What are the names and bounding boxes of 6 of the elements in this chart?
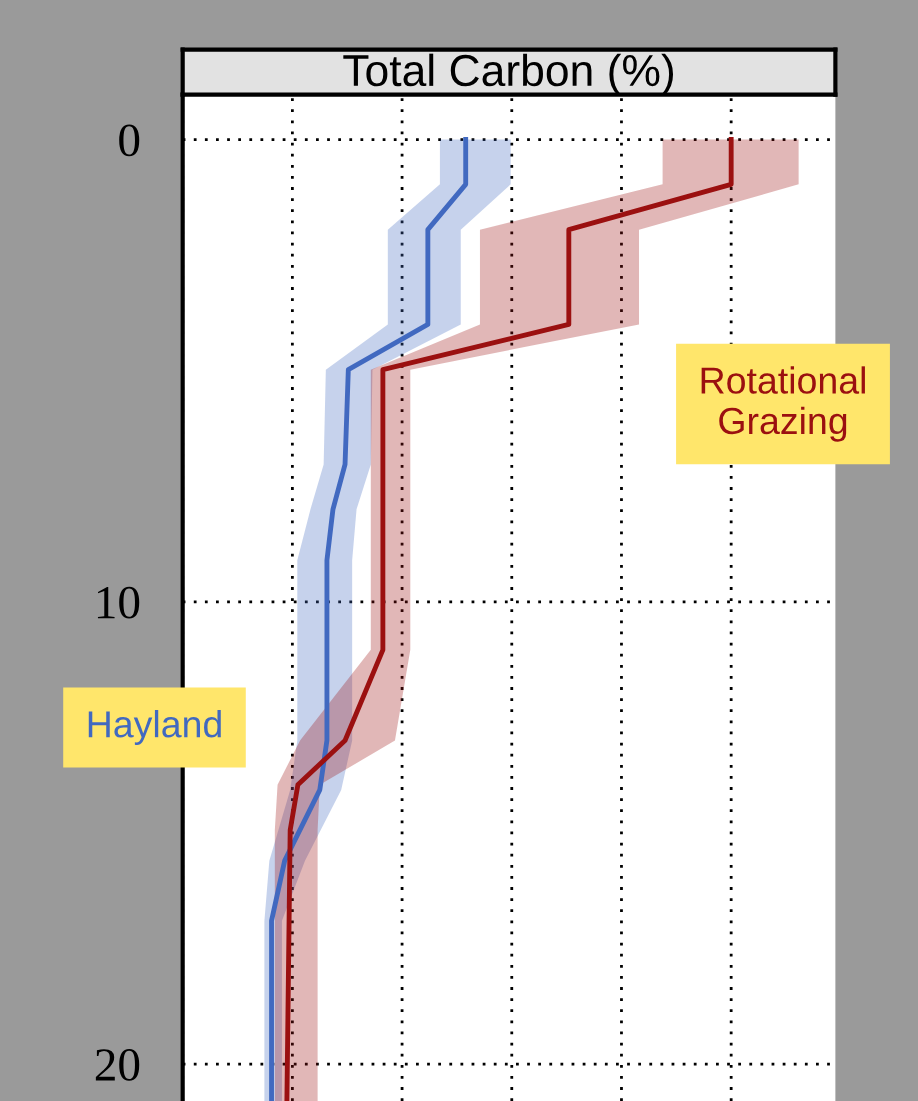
text: Rotational Grazing: [701, 366, 865, 442]
text: Hayland: [88, 710, 221, 745]
chart-title: Total Carbon (%): [343, 53, 674, 96]
y-tick-label: 20: [95, 1049, 140, 1081]
y-tick-label: 0: [119, 124, 140, 157]
y-tick-label: 10: [97, 586, 140, 619]
